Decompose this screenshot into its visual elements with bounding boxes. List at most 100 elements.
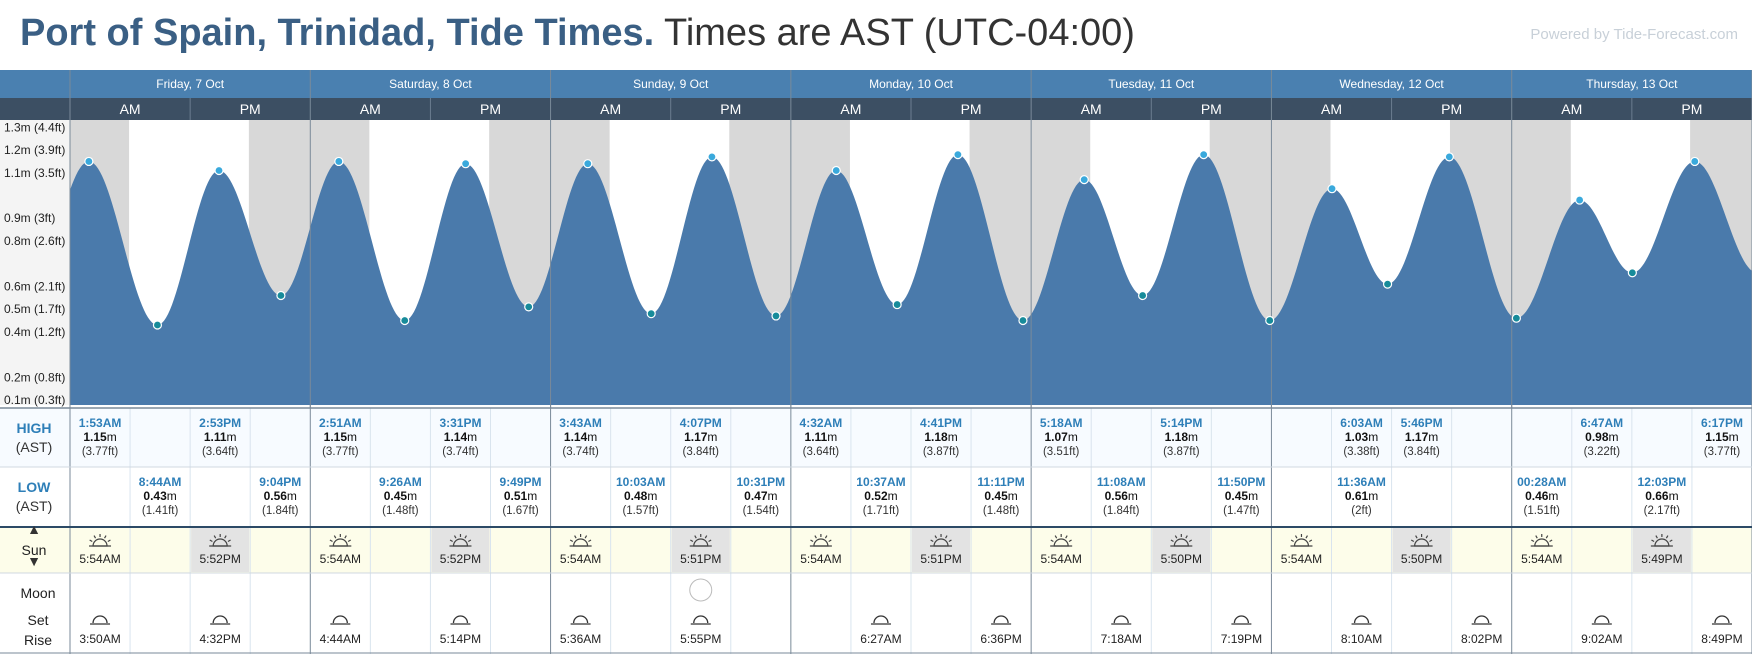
moon-row-label: Moon — [20, 585, 55, 601]
sunset-icon — [1410, 534, 1433, 547]
moonrise-icon — [1231, 615, 1252, 625]
sunrise-icon — [809, 534, 832, 547]
high-tide-height: 1.18m — [1165, 430, 1198, 444]
sunrise-time: 5:54AM — [79, 552, 120, 566]
moonrise-time: 4:32PM — [199, 632, 240, 646]
sunrise-time: 5:54AM — [800, 552, 841, 566]
low-tide-height-ft: (1.71ft) — [863, 505, 900, 517]
high-tide-height-ft: (3.51ft) — [1043, 446, 1080, 458]
high-tide-height: 1.03m — [1345, 430, 1378, 444]
am-label: AM — [360, 101, 381, 117]
sunrise-icon — [569, 534, 592, 547]
low-tide-height-ft: (1.51ft) — [1524, 505, 1561, 517]
moonset-icon — [1351, 615, 1372, 625]
sunset-icon — [209, 534, 232, 547]
moonset-time: 5:36AM — [560, 632, 601, 646]
high-tide-height: 1.18m — [924, 430, 957, 444]
low-tide-height: 0.48m — [624, 489, 657, 503]
pm-label: PM — [720, 101, 741, 117]
high-tide-time: 5:18AM — [1040, 416, 1083, 430]
high-tide-height: 1.17m — [684, 430, 717, 444]
high-tide-time: 6:17PM — [1701, 416, 1743, 430]
low-tide-height-ft: (1.84ft) — [1103, 505, 1140, 517]
high-tide-time: 1:53AM — [79, 416, 122, 430]
high-tide-time: 3:43AM — [559, 416, 602, 430]
low-tide-height: 0.43m — [143, 489, 176, 503]
high-tide-point — [953, 150, 963, 160]
low-tide-height: 0.45m — [984, 489, 1017, 503]
high-tide-point — [1444, 152, 1454, 162]
low-row-tz: (AST) — [16, 498, 53, 514]
high-tide-height-ft: (3.84ft) — [1403, 446, 1440, 458]
day-label: Thursday, 13 Oct — [1586, 77, 1678, 91]
high-tide-point — [1199, 150, 1209, 160]
high-tide-height: 1.15m — [324, 430, 357, 444]
low-tide-point — [152, 320, 163, 330]
low-tide-point — [1018, 315, 1028, 326]
moon-rise-label: Rise — [24, 632, 52, 648]
high-tide-height-ft: (3.87ft) — [923, 446, 960, 458]
high-tide-height: 1.15m — [1705, 430, 1738, 444]
high-tide-time: 6:47AM — [1580, 416, 1623, 430]
timezone-label: Times are AST (UTC-04:00) — [664, 12, 1135, 54]
high-tide-height-ft: (3.22ft) — [1584, 446, 1621, 458]
y-tick-label: 0.9m (3ft) — [4, 211, 55, 225]
low-tide-point — [771, 311, 781, 321]
high-tide-time: 3:31PM — [439, 416, 481, 430]
moonrise-time: 8:02PM — [1461, 632, 1502, 646]
high-tide-height: 1.11m — [204, 430, 237, 444]
pm-label: PM — [240, 101, 261, 117]
y-tick-label: 0.4m (1.2ft) — [4, 325, 65, 339]
high-tide-height-ft: (3.87ft) — [1163, 446, 1200, 458]
moonrise-time: 5:14PM — [440, 632, 481, 646]
high-tide-point — [583, 159, 593, 169]
low-tide-time: 9:04PM — [259, 475, 301, 489]
am-label: AM — [120, 101, 141, 117]
sunset-icon — [689, 534, 712, 547]
moonrise-icon — [1711, 615, 1732, 625]
low-tide-height-ft: (1.57ft) — [622, 505, 659, 517]
low-tide-height: 0.52m — [864, 489, 897, 503]
sunset-time: 5:49PM — [1641, 552, 1682, 566]
sunrise-icon — [1530, 534, 1553, 547]
high-tide-height-ft: (3.64ft) — [803, 446, 840, 458]
moonset-icon — [330, 615, 351, 625]
day-label: Friday, 7 Oct — [156, 77, 224, 91]
page-title: Port of Spain, Trinidad, Tide Times. Tim… — [20, 12, 1135, 55]
low-tide-time: 11:08AM — [1097, 475, 1146, 489]
am-label: AM — [1321, 101, 1342, 117]
low-tide-time: 9:26AM — [379, 475, 422, 489]
y-tick-label: 1.2m (3.9ft) — [4, 143, 65, 157]
day-label: Saturday, 8 Oct — [389, 77, 472, 91]
high-tide-point — [84, 156, 94, 167]
high-tide-height-ft: (3.74ft) — [562, 446, 599, 458]
sunset-time: 5:51PM — [920, 552, 961, 566]
sunrise-time: 5:54AM — [1281, 552, 1322, 566]
day-label: Tuesday, 11 Oct — [1108, 77, 1194, 91]
pm-label: PM — [1681, 101, 1702, 117]
high-tide-height: 1.14m — [444, 430, 477, 444]
low-tide-height-ft: (1.54ft) — [743, 505, 780, 517]
high-tide-height-ft: (3.74ft) — [442, 446, 479, 458]
powered-by-link[interactable]: Powered by Tide-Forecast.com — [1530, 26, 1738, 43]
low-tide-height: 0.45m — [384, 489, 417, 503]
sun-row-label: Sun — [22, 542, 47, 558]
y-tick-label: 0.1m (0.3ft) — [4, 393, 65, 407]
moonrise-icon — [210, 615, 231, 625]
full-moon-icon — [689, 578, 713, 602]
high-tide-height-ft: (3.77ft) — [1704, 446, 1741, 458]
high-tide-point — [214, 165, 224, 176]
low-tide-point — [524, 302, 534, 312]
day-header-bar — [0, 70, 1752, 98]
high-tide-time: 2:53PM — [199, 416, 241, 430]
high-tide-height-ft: (3.38ft) — [1343, 446, 1380, 458]
low-tide-point — [1138, 290, 1148, 301]
day-label: Monday, 10 Oct — [869, 77, 953, 91]
high-tide-time: 2:51AM — [319, 416, 362, 430]
high-tide-point — [1079, 175, 1089, 185]
high-tide-height-ft: (3.84ft) — [683, 446, 720, 458]
moonrise-icon — [450, 615, 471, 625]
y-axis-area — [0, 120, 70, 405]
sunrise-time: 5:54AM — [320, 552, 361, 566]
